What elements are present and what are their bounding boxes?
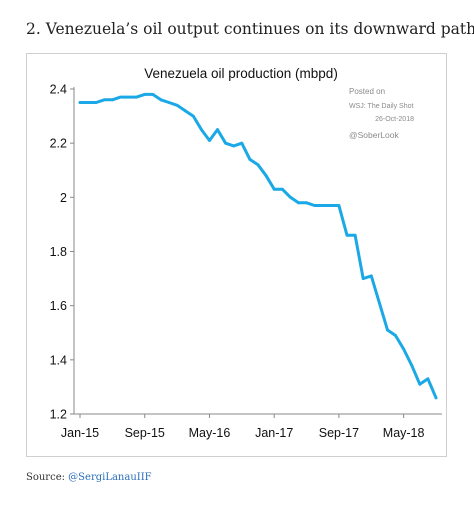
article-heading: 2. Venezuela’s oil output continues on i… — [26, 20, 474, 38]
data-point — [418, 382, 422, 386]
chart-title: Venezuela oil production (mbpd) — [144, 66, 338, 81]
y-tick-label: 1.6 — [50, 299, 67, 313]
data-point — [102, 98, 106, 102]
data-point — [337, 204, 341, 207]
data-point — [78, 101, 82, 104]
y-tick-label: 1.8 — [50, 245, 67, 259]
data-point — [353, 233, 357, 237]
y-tick-label: 2.2 — [50, 137, 67, 151]
data-point — [111, 98, 114, 102]
data-point — [256, 163, 260, 167]
source-label: Source: — [26, 472, 69, 483]
data-point — [313, 204, 316, 207]
source-link[interactable]: @SergiLanauIIF — [68, 472, 152, 483]
data-point — [402, 347, 405, 351]
data-point — [248, 158, 252, 161]
x-tick-label: Jan-15 — [61, 426, 99, 440]
data-point — [386, 328, 389, 332]
data-point — [94, 101, 98, 104]
data-point — [200, 128, 203, 131]
data-point — [305, 201, 308, 205]
data-point — [329, 204, 333, 207]
data-point — [345, 233, 349, 237]
data-point — [369, 274, 373, 278]
x-tick-label: Jan-17 — [255, 426, 293, 440]
y-tick-label: 1.4 — [50, 353, 67, 367]
data-point — [119, 95, 122, 99]
chart-container: Venezuela oil production (mbpd) Posted o… — [26, 53, 447, 457]
data-point — [167, 101, 171, 104]
y-tick-label: 2.4 — [50, 83, 67, 97]
data-point — [426, 377, 430, 381]
data-point — [224, 141, 228, 145]
annotation-date: 26-Oct-2018 — [375, 116, 414, 123]
data-point — [86, 101, 90, 104]
data-point — [264, 174, 268, 178]
data-point — [280, 187, 284, 191]
data-point — [321, 204, 325, 207]
data-point — [289, 195, 292, 199]
x-tick-label: May-18 — [383, 426, 425, 440]
x-tick-label: May-16 — [189, 426, 231, 440]
data-point — [216, 128, 219, 131]
data-point — [159, 98, 163, 102]
series-group — [78, 92, 438, 400]
data-point — [208, 139, 211, 142]
x-tick-label: Sep-17 — [319, 426, 359, 440]
x-tick-label: Sep-15 — [125, 426, 165, 440]
data-point — [240, 141, 244, 145]
y-axis-ticks: 1.2 1.4 1.6 1.8 2 2.2 2.4 — [50, 83, 74, 422]
data-point — [183, 109, 187, 113]
data-point — [297, 201, 300, 205]
annotation-source: WSJ: The Daily Shot — [349, 103, 414, 110]
data-point — [127, 95, 130, 99]
y-tick-label: 1.2 — [50, 408, 67, 422]
data-point — [151, 93, 155, 96]
data-point — [232, 144, 236, 148]
source-line: Source: @SergiLanauIIF — [26, 472, 152, 483]
data-point — [394, 334, 397, 337]
data-point — [175, 103, 179, 107]
data-point — [434, 396, 438, 400]
data-point — [361, 277, 365, 280]
data-point — [135, 95, 138, 99]
annotation-posted-on: Posted on — [349, 87, 385, 96]
data-point — [272, 187, 276, 191]
data-point — [410, 363, 414, 367]
data-point — [191, 114, 195, 118]
annotation-handle: @SoberLook — [349, 130, 399, 140]
y-tick-label: 2 — [60, 191, 67, 205]
oil-production-chart: Venezuela oil production (mbpd) Posted o… — [50, 66, 442, 440]
x-axis-ticks: Jan-15 Sep-15 May-16 Jan-17 Sep-17 May-18 — [61, 414, 425, 440]
data-point — [378, 301, 381, 305]
data-point — [143, 93, 147, 96]
